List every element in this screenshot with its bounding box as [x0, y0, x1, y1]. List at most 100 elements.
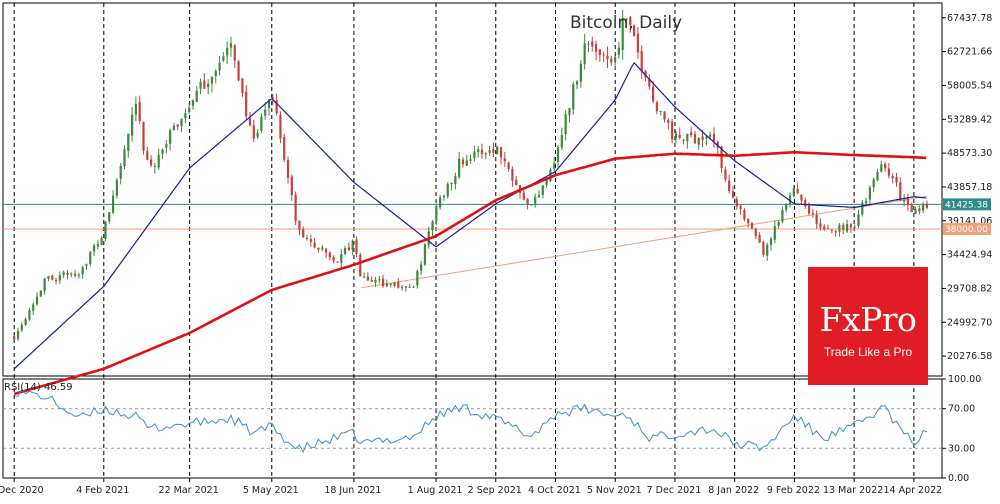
candle-body — [743, 209, 746, 220]
candle-body — [465, 160, 468, 166]
candle-body — [807, 205, 811, 214]
candle-body — [416, 270, 419, 286]
candle-body — [454, 175, 457, 185]
candle-body — [621, 18, 624, 50]
candle-body — [488, 150, 491, 153]
candle-body — [302, 229, 305, 237]
candle-body — [172, 125, 176, 130]
candle-body — [404, 286, 408, 288]
candle-body — [408, 286, 411, 288]
candle-body — [499, 147, 503, 158]
candle-body — [256, 132, 259, 137]
candle-body — [925, 203, 929, 208]
candle-body — [853, 226, 856, 228]
candle-body — [123, 149, 126, 167]
candle-body — [184, 113, 187, 119]
chart-title: Bitcoin, Daily — [570, 13, 682, 33]
candle-body — [267, 99, 271, 109]
candle-body — [762, 241, 765, 255]
candle-body — [788, 195, 792, 205]
candle-body — [766, 244, 769, 256]
y-tick-label: 24992.70 — [947, 317, 992, 328]
candle-body — [283, 136, 286, 160]
candle-body — [785, 203, 788, 210]
candle-body — [32, 304, 35, 311]
candle-body — [648, 78, 651, 87]
candle-body — [629, 17, 632, 25]
candle-body — [142, 122, 145, 151]
candle-body — [245, 91, 248, 117]
y-tick-label: 43857.18 — [947, 182, 992, 193]
y-tick-label: 67437.78 — [947, 13, 992, 24]
candle-body — [264, 109, 267, 116]
candle-body — [81, 267, 84, 275]
candle-body — [880, 164, 883, 172]
candle-body — [906, 198, 910, 206]
candle-body — [636, 33, 640, 53]
candle-body — [294, 194, 297, 222]
candle-body — [568, 108, 571, 116]
y-tick-label: 29708.82 — [947, 283, 992, 294]
candle-body — [446, 184, 449, 197]
candle-body — [370, 279, 373, 282]
y-tick-label: 34424.94 — [947, 250, 992, 261]
candle-body — [397, 281, 400, 288]
candle-body — [127, 133, 130, 151]
candle-body — [769, 238, 773, 246]
candle-body — [393, 282, 396, 286]
x-tick-label: 2 Sep 2021 — [468, 485, 522, 496]
candle-body — [203, 80, 206, 89]
candle-body — [119, 165, 122, 179]
candle-body — [92, 245, 96, 252]
candle-body — [849, 224, 852, 228]
candle-body — [575, 81, 579, 85]
candle-body — [332, 257, 335, 261]
main-panel-frame — [2, 2, 943, 377]
rsi-y-tick-label: 100.00 — [948, 374, 981, 385]
candle-body — [484, 153, 487, 155]
rsi-y-tick-label: 70.00 — [948, 404, 975, 415]
candle-body — [381, 278, 385, 287]
logo-tagline: Trade Like a Pro — [823, 345, 913, 359]
x-tick-label: 18 Jun 2021 — [324, 485, 381, 496]
candle-body — [77, 274, 80, 276]
candle-body — [153, 165, 157, 167]
candle-body — [51, 275, 54, 280]
candle-body — [796, 188, 799, 194]
candle-body — [914, 209, 917, 214]
candle-body — [115, 180, 118, 196]
candle-body — [469, 159, 472, 161]
candle-body — [918, 208, 921, 212]
candle-body — [169, 130, 172, 144]
candle-body — [248, 118, 252, 126]
candle-body — [389, 283, 392, 285]
candle-body — [720, 146, 723, 169]
candle-body — [214, 71, 217, 76]
candle-body — [556, 147, 560, 163]
x-tick-label: 13 Mar 2022 — [823, 485, 883, 496]
candle-body — [226, 47, 229, 56]
candle-body — [359, 254, 362, 277]
candle-body — [671, 121, 674, 140]
candle-body — [275, 100, 278, 114]
candle-body — [492, 148, 495, 153]
fxpro-logo: FxPro Trade Like a Pro — [808, 267, 928, 385]
candle-body — [792, 188, 795, 196]
candle-body — [872, 179, 875, 188]
candle-body — [66, 272, 69, 275]
level-badge-label: 41425.38 — [945, 200, 988, 210]
x-tick-label: 4 Oct 2021 — [528, 485, 581, 496]
x-tick-label: 7 Dec 2021 — [647, 485, 702, 496]
y-tick-label: 48573.30 — [947, 148, 992, 159]
candle-body — [180, 119, 183, 127]
candle-body — [431, 221, 434, 231]
candle-body — [130, 114, 134, 136]
level-badge — [943, 222, 991, 235]
x-tick-label: 8 Jan 2022 — [708, 485, 759, 496]
candle-body — [758, 234, 761, 243]
grid-layer — [2, 2, 943, 479]
candle-body — [545, 180, 548, 185]
candle-body — [712, 133, 716, 142]
candle-body — [207, 83, 210, 88]
candle-body — [655, 102, 659, 112]
